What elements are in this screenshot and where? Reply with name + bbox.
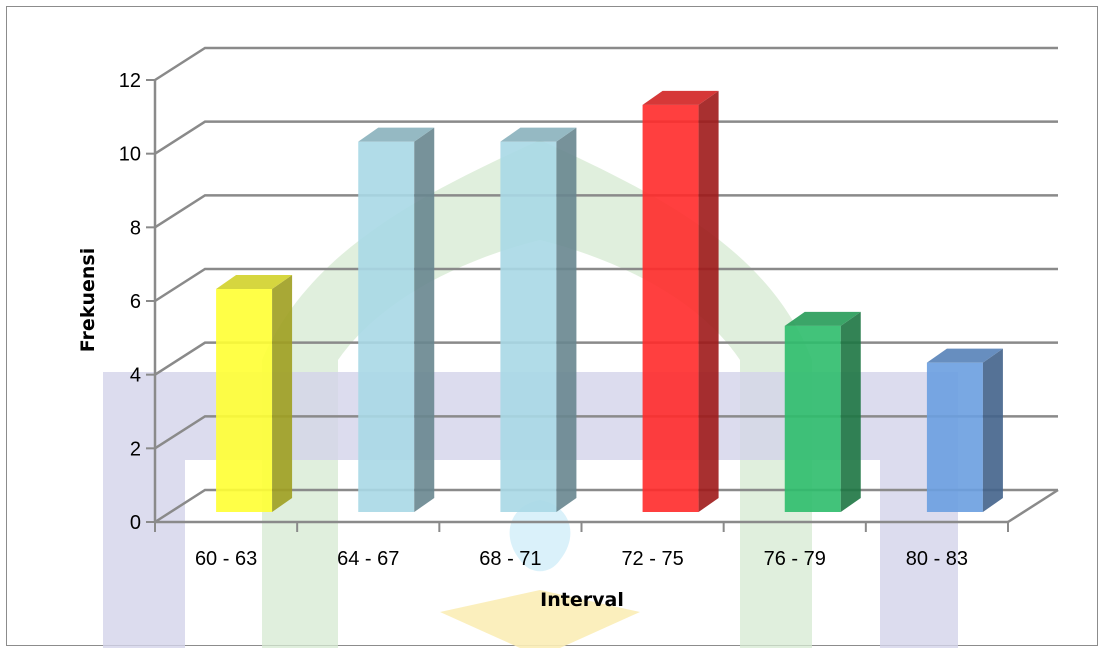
y-tick-label: 8: [130, 217, 141, 239]
y-tick-label: 10: [119, 144, 141, 166]
gridline-6: [154, 267, 1058, 303]
x-tick-labels: 60 - 63 64 - 67 68 - 71 72 - 75 76 - 79 80 - …: [195, 548, 968, 570]
bar-side: [698, 90, 719, 512]
watermark-star: [440, 590, 640, 648]
bar-top: [642, 90, 719, 105]
bar-68-71: [500, 127, 577, 513]
y-tick-labels: 0 2 4 6 8 10 12: [119, 70, 141, 534]
bars: [216, 90, 1003, 513]
x-tick-label: 76 - 79: [764, 548, 826, 570]
x-tick-label: 60 - 63: [195, 548, 257, 570]
gridline-2: [154, 415, 1058, 450]
bar-top: [926, 348, 1003, 363]
bar-front: [784, 325, 841, 512]
bar-side: [982, 348, 1003, 512]
gridline-12: [154, 46, 1058, 82]
bar-side: [414, 127, 435, 513]
gridline-10: [154, 120, 1058, 155]
bar-top: [358, 127, 435, 142]
bar-64-67: [358, 127, 435, 513]
x-tick-label: 64 - 67: [337, 548, 399, 570]
gridline-0: [154, 488, 1058, 524]
bar-front: [500, 141, 557, 512]
gridline-4: [154, 341, 1058, 376]
y-tick-label: 2: [130, 438, 141, 460]
bar-front: [926, 362, 983, 512]
y-tick-label: 4: [130, 365, 141, 387]
x-tick-label: 68 - 71: [479, 548, 541, 570]
bar-front: [642, 104, 699, 512]
bar-top: [216, 275, 293, 289]
gridlines: [154, 46, 1058, 524]
watermark-drop: [509, 500, 571, 572]
bar-72-75: [642, 90, 719, 512]
bar-60-63: [216, 275, 293, 512]
y-tick-label: 6: [130, 291, 141, 313]
x-tick-label: 72 - 75: [621, 548, 683, 570]
axes: [146, 79, 1059, 532]
bar-side: [272, 275, 293, 512]
bar-front: [358, 141, 415, 512]
gridline-8: [154, 194, 1058, 229]
x-axis-title: Interval: [540, 589, 624, 611]
y-tick-label: 12: [119, 70, 141, 92]
bar-top: [500, 127, 577, 142]
bar-side: [840, 311, 861, 512]
y-axis-title: Frekuensi: [77, 248, 99, 352]
y-tick-label: 0: [130, 512, 141, 534]
watermark-frame: [103, 372, 958, 648]
bar-76-79: [784, 311, 861, 512]
bar-front: [216, 289, 273, 512]
floor-edge: [1007, 488, 1059, 524]
bar-80-83: [926, 348, 1003, 512]
bar-side: [556, 127, 577, 513]
bar-top: [784, 311, 861, 326]
x-tick-label: 80 - 83: [906, 548, 968, 570]
